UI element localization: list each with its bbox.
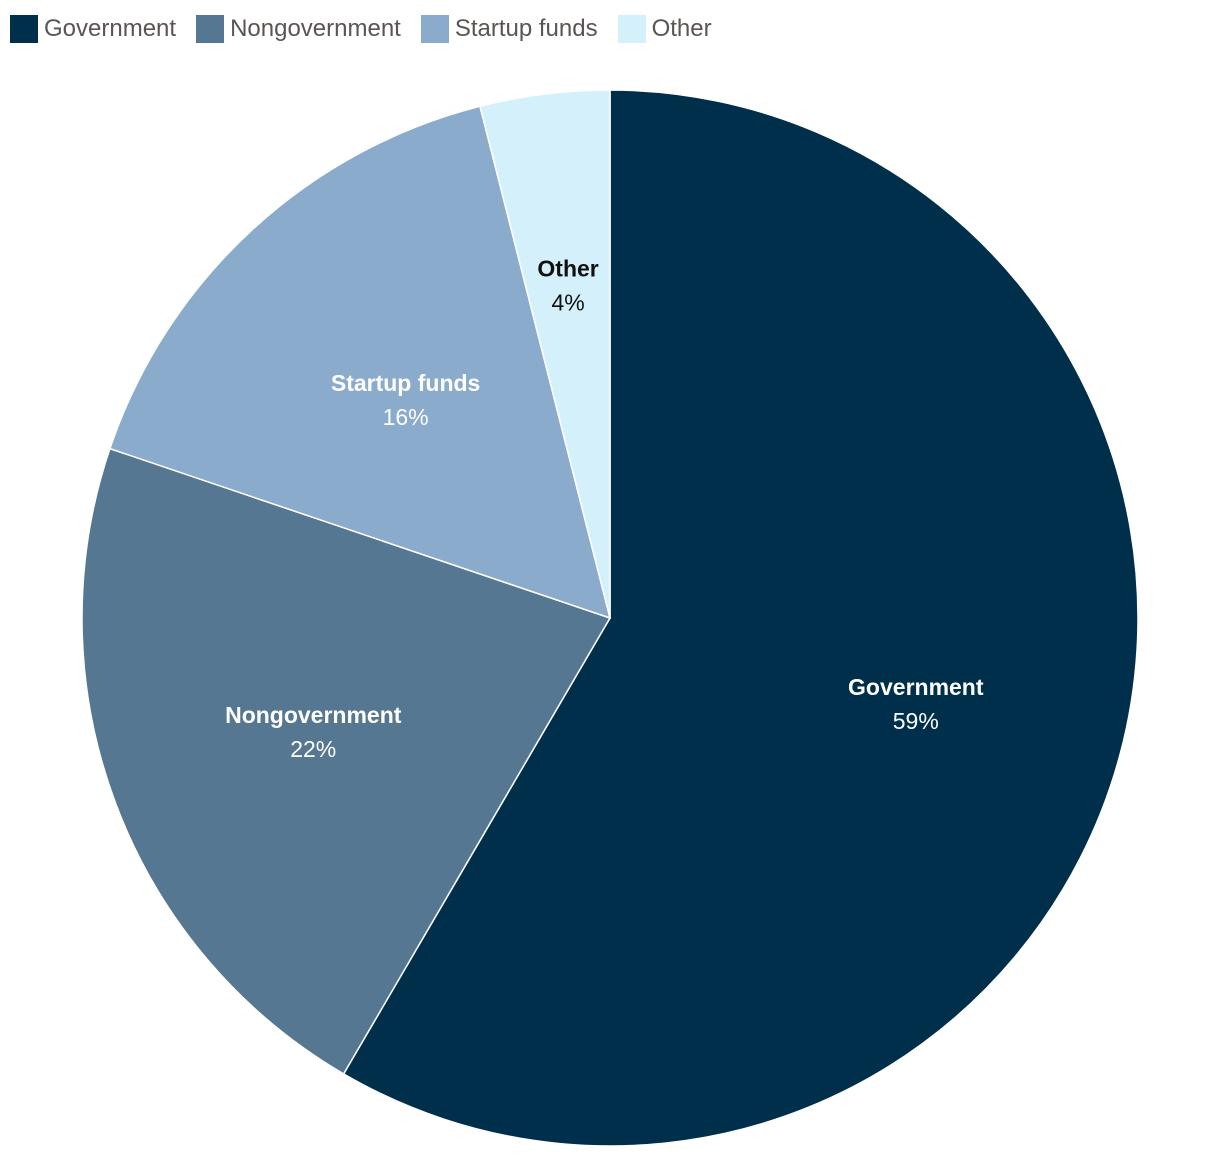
legend-label-startup-funds: Startup funds	[454, 15, 598, 42]
legend-swatch-government	[10, 15, 38, 43]
slice-value-startup-funds: 16%	[383, 404, 429, 430]
legend-item-startup-funds: Startup funds	[420, 12, 598, 46]
slice-value-government: 59%	[893, 708, 939, 734]
legend-label-other: Other	[651, 15, 712, 42]
legend-swatch-startup-funds	[420, 15, 449, 43]
legend-label-nongovernment: Nongovernment	[230, 15, 401, 42]
legend-swatch-nongovernment	[196, 15, 225, 43]
slice-value-other: 4%	[551, 290, 584, 316]
slice-value-nongovernment: 22%	[290, 736, 336, 762]
pie-slice-other	[479, 89, 611, 619]
legend: Government Nongovernment Startup funds O…	[10, 12, 712, 46]
slice-label-other: Other	[537, 256, 598, 282]
pie-slice-startup-funds	[108, 105, 612, 620]
slice-label-government: Government	[848, 674, 984, 700]
legend-label-government: Government	[44, 15, 177, 42]
pie-slice-government	[342, 89, 1139, 1147]
legend-item-government: Government	[10, 12, 176, 46]
legend-item-nongovernment: Nongovernment	[196, 12, 401, 46]
pie-slice-nongovernment	[81, 447, 612, 1075]
legend-swatch-other	[617, 15, 646, 43]
slice-label-startup-funds: Startup funds	[331, 370, 481, 396]
legend-item-other: Other	[617, 12, 712, 46]
slice-label-nongovernment: Nongovernment	[225, 702, 402, 728]
